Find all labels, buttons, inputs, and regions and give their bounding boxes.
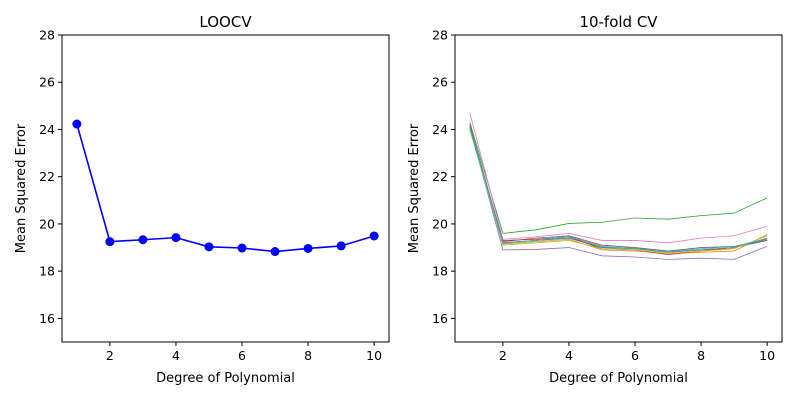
data-point (105, 237, 115, 247)
y-axis-label: Mean Squared Error (14, 123, 29, 253)
y-tick-label: 22 (39, 169, 55, 184)
series-line-10 (469, 128, 768, 253)
series-line-5 (469, 126, 768, 260)
y-tick-label: 16 (432, 311, 448, 326)
data-point (369, 231, 379, 241)
y-tick-label: 24 (432, 122, 448, 137)
chart-title: 10-fold CV (579, 13, 658, 31)
y-tick-label: 18 (432, 264, 448, 279)
x-tick-label: 2 (106, 348, 114, 363)
series-line-1 (76, 123, 375, 253)
y-tick-label: 18 (39, 264, 55, 279)
y-tick-label: 24 (39, 122, 55, 137)
y-tick-label: 28 (39, 28, 55, 43)
data-point (237, 243, 247, 253)
data-point (336, 241, 346, 251)
data-point (204, 242, 214, 252)
x-tick-label: 8 (697, 348, 705, 363)
plot-frame (454, 34, 783, 343)
series-line-3 (469, 122, 768, 234)
x-tick-label: 2 (499, 348, 507, 363)
data-point (72, 119, 82, 129)
y-tick-label: 22 (432, 169, 448, 184)
y-axis: 16 18 20 22 24 26 28 (432, 28, 455, 326)
data-point (171, 233, 181, 243)
y-axis: 16 18 20 22 24 26 28 (39, 28, 62, 326)
chart-title: LOOCV (199, 13, 252, 31)
x-tick-label: 4 (172, 348, 180, 363)
series-line-2 (469, 126, 768, 254)
data-point (138, 235, 148, 245)
x-tick-label: 6 (238, 348, 246, 363)
series-line-7 (469, 112, 768, 244)
y-tick-label: 16 (39, 311, 55, 326)
series-group (72, 119, 379, 257)
x-axis-label: Degree of Polynomial (549, 371, 688, 386)
plot-area (62, 35, 389, 342)
y-tick-label: 20 (432, 216, 448, 231)
y-tick-label: 26 (432, 75, 448, 90)
series-group (469, 112, 768, 260)
series-line-9 (469, 129, 768, 254)
x-tick-label: 10 (759, 348, 775, 363)
y-tick-label: 26 (39, 75, 55, 90)
x-tick-label: 10 (366, 348, 382, 363)
data-point (303, 243, 313, 253)
y-tick-label: 28 (432, 28, 448, 43)
data-point (270, 247, 280, 257)
y-axis-label: Mean Squared Error (407, 123, 422, 253)
plot-frame (61, 34, 390, 343)
y-tick-label: 20 (39, 216, 55, 231)
x-axis-label: Degree of Polynomial (156, 371, 295, 386)
x-tick-label: 8 (304, 348, 312, 363)
x-tick-label: 6 (631, 348, 639, 363)
x-tick-label: 4 (565, 348, 573, 363)
x-axis: 2 4 6 8 10 (106, 342, 382, 363)
plot-area (455, 35, 782, 342)
x-axis: 2 4 6 8 10 (499, 342, 775, 363)
series-line-6 (469, 124, 768, 252)
